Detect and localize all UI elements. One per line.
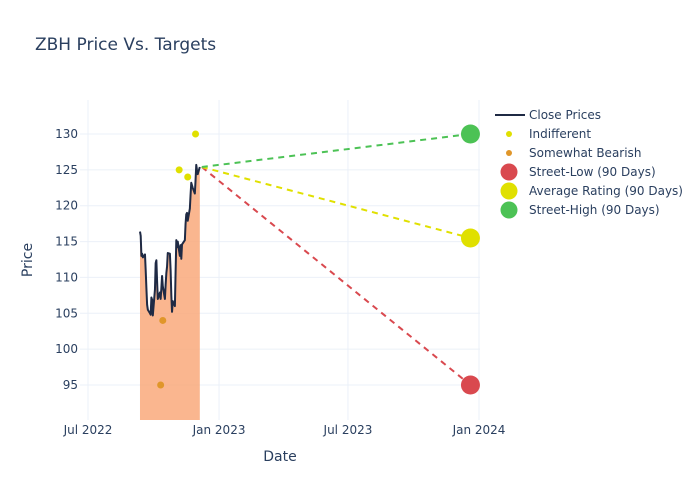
legend-label: Average Rating (90 Days): [529, 184, 683, 198]
legend-dot-swatch: [500, 201, 518, 219]
legend-label: Indifferent: [529, 127, 591, 141]
somewhat-bearish-marker: [157, 381, 165, 389]
y-tick-label: 130: [55, 127, 78, 141]
legend-dot-swatch: [500, 182, 518, 200]
x-tick-label: Jan 2024: [452, 423, 506, 437]
indifferent-marker: [192, 130, 200, 138]
x-tick-label: Jul 2023: [323, 423, 373, 437]
y-tick-label: 110: [55, 270, 78, 284]
x-tick-label: Jan 2023: [192, 423, 246, 437]
legend-item: Somewhat Bearish: [506, 146, 641, 160]
legend-label: Street-High (90 Days): [529, 203, 660, 217]
close-price-line: [139, 163, 201, 317]
legend-label: Street-Low (90 Days): [529, 165, 656, 179]
legend-dot-swatch: [506, 131, 512, 137]
markers-layer: [157, 124, 480, 395]
x-axis-ticks: Jul 2022 Jan 2023 Jul 2023 Jan 2024: [63, 423, 506, 437]
y-tick-label: 95: [63, 378, 78, 392]
average-rating-days-marker: [460, 228, 480, 248]
legend-label: Somewhat Bearish: [529, 146, 641, 160]
chart-title: ZBH Price Vs. Targets: [35, 35, 216, 55]
line-layer: [139, 163, 201, 317]
indifferent-marker: [184, 173, 192, 181]
y-tick-label: 105: [55, 306, 78, 320]
legend-dot-swatch: [500, 163, 518, 181]
street-low-days-line: [201, 166, 472, 386]
street-low-days-marker: [460, 375, 480, 395]
area-layer: [139, 164, 200, 420]
y-tick-label: 125: [55, 163, 78, 177]
close-price-area: [139, 164, 200, 420]
street-high-days-marker: [460, 124, 480, 144]
street-high-days-line: [201, 133, 471, 168]
somewhat-bearish-marker: [159, 316, 167, 324]
x-axis-title: Date: [263, 449, 296, 465]
legend-dot-swatch: [506, 150, 512, 156]
legend-item: Street-Low (90 Days): [500, 163, 656, 181]
y-tick-label: 115: [55, 235, 78, 249]
x-tick-label: Jul 2022: [63, 423, 113, 437]
legend-item: Close Prices: [495, 108, 601, 122]
targets-layer: [201, 133, 472, 386]
y-axis-title: Price: [20, 243, 36, 277]
y-tick-label: 100: [55, 342, 78, 356]
legend-item: Average Rating (90 Days): [500, 182, 683, 200]
legend-item: Street-High (90 Days): [500, 201, 660, 219]
indifferent-marker: [175, 166, 183, 174]
y-axis-ticks: 95 100 105 110 115 120 125 130: [55, 127, 78, 392]
y-tick-label: 120: [55, 199, 78, 213]
legend-item: Indifferent: [506, 127, 591, 141]
legend-label: Close Prices: [529, 108, 601, 122]
average-rating-days-line: [201, 166, 471, 239]
legend: Close Prices Indifferent Somewhat Bearish S…: [495, 108, 683, 219]
